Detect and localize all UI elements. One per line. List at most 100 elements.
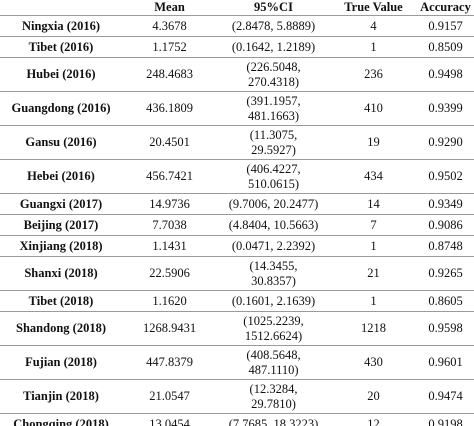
table-row: Tibet (2016) 1.1752 (0.1642, 1.2189) 1 0.850… [0,37,474,58]
cell: 0.9198 [428,416,463,426]
header-cell [0,0,122,16]
cell: 0.9265 [428,266,463,280]
cell-line: (226.5048, [246,59,301,74]
row-label: Hebei (2016) [27,169,95,183]
header-cell: Mean [154,0,185,14]
cell-line: (1025.2239, [243,313,304,328]
table-row: Shandong (2018) 1268.9431 (1025.2239, 1512.… [0,312,474,346]
table-row: Ningxia (2016) 4.3678 (2.8478, 5.8889) 4 0.9… [0,16,474,37]
cell: 0.9086 [428,217,463,232]
table-row: Hubei (2016) 248.4683 (226.5048, 270.4318) 2… [0,58,474,92]
row-label: Gansu (2016) [25,135,97,149]
cell: 0.9349 [428,196,463,211]
cell: 0.9498 [428,67,463,81]
cell: 430 [364,355,383,369]
cell: (406.4227, 510.0615) [217,160,330,194]
cell: 410 [364,101,383,115]
cell: 4.3678 [152,18,187,33]
row-label: Chongqing (2018) [13,416,109,426]
cell: 20 [367,389,380,403]
cell: 21.0547 [149,389,190,403]
cell: (226.5048, 270.4318) [217,58,330,92]
row-label: Tibet (2016) [28,39,94,54]
cell: 0.8748 [428,238,463,253]
cell: (2.8478, 5.8889) [231,18,316,33]
cell: 0.9474 [428,389,463,403]
cell: 20.4501 [149,135,190,149]
row-label: Beijing (2017) [23,217,99,232]
row-label: Tianjin (2018) [23,389,99,403]
cell: 0.8509 [428,39,463,54]
cell: 0.9601 [428,355,463,369]
cell-line: (12.3284, [249,381,298,396]
table-row: Shanxi (2018) 22.5906 (14.3455, 30.8357) 21 0… [0,257,474,291]
cell: (4.8404, 10.5663) [228,217,319,232]
cell: 0.9598 [428,321,463,335]
cell: (9.7006, 20.2477) [228,196,319,211]
cell: 436.1809 [146,101,193,115]
cell: 7 [370,217,377,232]
cell: 0.8605 [428,293,463,308]
cell-line: 1512.6624) [244,328,303,343]
cell: 447.8379 [146,355,193,369]
row-label: Tibet (2018) [28,293,94,308]
table-row: Chongqing (2018) 13.0454 (7.7685, 18.3223)… [0,414,474,426]
cell: 1.1752 [152,39,187,54]
row-label: Guangxi (2017) [19,196,103,211]
row-label: Fujian (2018) [25,355,97,369]
row-label: Shandong (2018) [16,321,106,335]
cell: 0.9399 [428,101,463,115]
cell: 19 [367,135,380,149]
cell: 21 [367,266,380,280]
cell: (12.3284, 29.7810) [217,380,330,414]
header-row: Mean 95%CI True Value Accuracy [0,0,474,16]
cell: 4 [370,18,377,33]
header-cell: 95%CI [254,0,293,14]
table-row: Gansu (2016) 20.4501 (11.3075, 29.5927) 19 0.… [0,126,474,160]
cell: 12 [367,416,380,426]
cell-line: 29.5927) [251,142,296,157]
cell: 1.1620 [152,293,187,308]
cell: 0.9502 [428,169,463,183]
row-label: Shanxi (2018) [24,266,98,280]
cell: (0.1601, 2.1639) [231,293,316,308]
cell-line: 270.4318) [247,74,300,89]
cell: 14 [367,196,380,211]
cell-line: (391.1957, [246,93,301,108]
cell: (408.5648, 487.1110) [217,346,330,380]
row-label: Hubei (2016) [26,67,96,81]
cell: 22.5906 [149,266,190,280]
table-row: Guangxi (2017) 14.9736 (9.7006, 20.2477) 14… [0,194,474,215]
table-row: Beijing (2017) 7.7038 (4.8404, 10.5663) 7 0.… [0,215,474,236]
cell: 1218 [361,321,386,335]
cell: 1.1431 [152,238,187,253]
cell: 13.0454 [149,416,190,426]
cell: 1 [370,293,377,308]
header-cell: True Value [344,0,403,14]
cell-line: (14.3455, [249,258,298,273]
cell: 0.9157 [428,18,463,33]
row-label: Ningxia (2016) [21,18,101,33]
table-row: Guangdong (2016) 436.1809 (391.1957, 481.16… [0,92,474,126]
cell-line: 487.1110) [248,362,299,377]
cell: 14.9736 [149,196,190,211]
table-row: Tibet (2018) 1.1620 (0.1601, 2.1639) 1 0.860… [0,291,474,312]
cell: (14.3455, 30.8357) [217,257,330,291]
row-label: Guangdong (2016) [11,101,111,115]
cell: 248.4683 [146,67,193,81]
cell: (0.1642, 1.2189) [231,39,316,54]
cell-line: (408.5648, [246,347,301,362]
cell: 1 [370,238,377,253]
cell: (0.0471, 2.2392) [231,238,316,253]
cell-line: 29.7810) [251,396,296,411]
cell-line: 481.1663) [247,108,300,123]
cell: 7.7038 [152,217,187,232]
cell: 1 [370,39,377,54]
header-cell: Accuracy [420,0,471,14]
row-label: Xinjiang (2018) [19,238,103,253]
cell: 0.9290 [428,135,463,149]
cell: 1268.9431 [142,321,197,335]
cell: (1025.2239, 1512.6624) [217,312,330,346]
cell-line: (406.4227, [246,161,301,176]
